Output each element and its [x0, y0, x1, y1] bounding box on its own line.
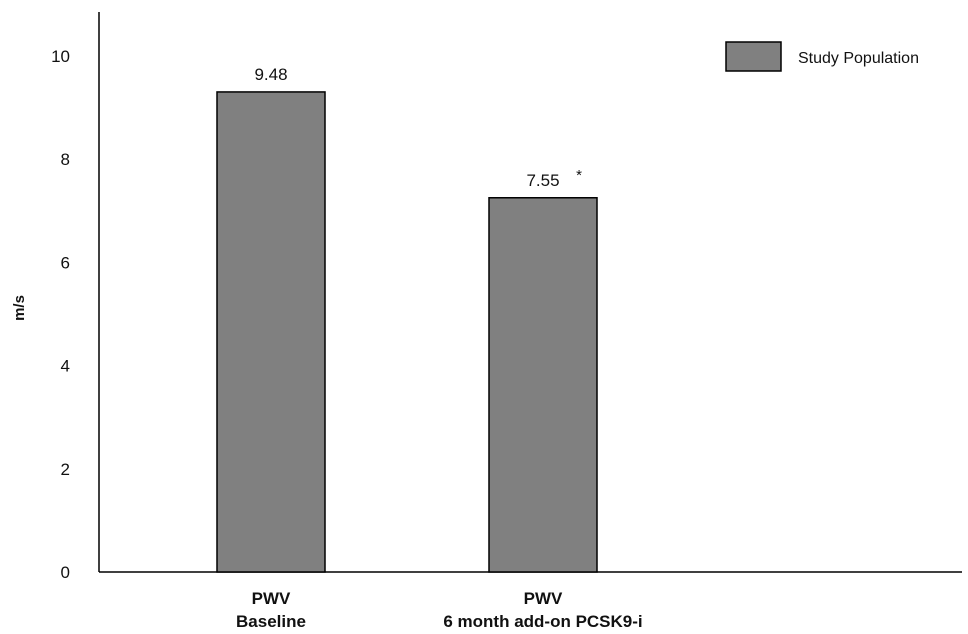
bar-value-label: 9.48 [254, 65, 287, 84]
y-axis-label: m/s [11, 295, 28, 321]
legend-label: Study Population [798, 50, 919, 67]
bar-value-label: 7.55 [526, 171, 559, 190]
y-tick-label: 8 [61, 150, 70, 169]
y-tick-label: 4 [61, 357, 70, 376]
legend: Study Population [725, 41, 919, 72]
y-axis-ticks: 0 2 4 6 8 10 [51, 47, 70, 582]
category-label-line1: PWV [524, 589, 563, 608]
bar [216, 91, 326, 573]
y-tick-label: 0 [61, 563, 70, 582]
significance-marker: * [576, 167, 582, 184]
y-tick-label: 10 [51, 47, 70, 66]
y-tick-label: 6 [61, 253, 70, 272]
category-labels: PWV Baseline PWV 6 month add-on PCSK9-i [236, 589, 643, 631]
category-label-line2: Baseline [236, 612, 306, 631]
bars [216, 91, 598, 573]
bar [488, 197, 598, 573]
category-label-line1: PWV [252, 589, 291, 608]
legend-swatch [725, 41, 782, 72]
y-tick-label: 2 [61, 460, 70, 479]
category-label-line2: 6 month add-on PCSK9-i [443, 612, 642, 631]
value-labels: 9.48 7.55 * [254, 65, 582, 190]
